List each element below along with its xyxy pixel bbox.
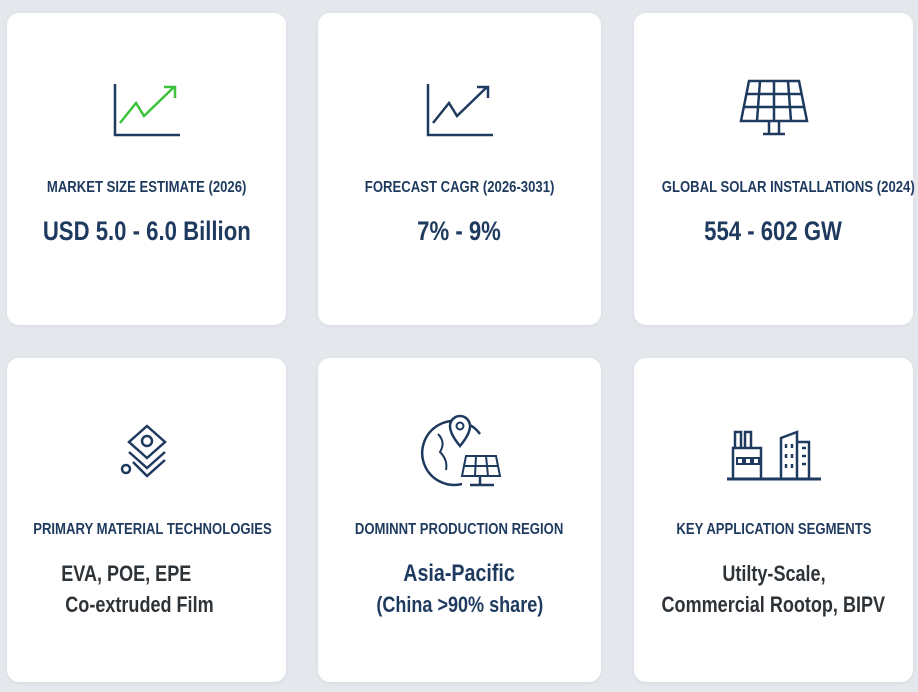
card-value-line-1: Utilty-Scale, (721, 561, 826, 586)
forecast-cagr-card: FORECAST CAGR (2026-3031) 7% - 9% (318, 13, 601, 325)
layers-icon (120, 424, 167, 478)
card-value: 7% - 9% (417, 216, 502, 246)
card-title: KEY APPLICATION SEGMENTS (675, 521, 872, 538)
production-region-card: DOMINNT PRODUCTION REGION Asia-Pacific (… (318, 358, 601, 682)
trend-chart-green-icon (113, 84, 180, 137)
card-value: USD 5.0 - 6.0 Billion (42, 216, 251, 246)
factory-building-icon (726, 430, 821, 481)
card-title: MARKET SIZE ESTIMATE (2026) (46, 179, 247, 196)
application-segments-card: KEY APPLICATION SEGMENTS Utilty-Scale, C… (634, 358, 913, 682)
card-value: 554 - 602 GW (704, 216, 843, 246)
card-value-line-1: EVA, POE, EPE (61, 561, 192, 586)
card-title: DOMINNT PRODUCTION REGION (355, 521, 564, 538)
globe-location-solar-icon (420, 414, 501, 487)
card-value-line-2: Co-extruded Film (65, 592, 214, 617)
card-title: PRIMARY MATERIAL TECHNOLOGIES (33, 521, 272, 538)
card-value-line-2: (China >90% share) (376, 592, 543, 617)
trend-chart-icon (426, 84, 493, 137)
material-technologies-card: PRIMARY MATERIAL TECHNOLOGIES EVA, POE, … (7, 358, 286, 682)
card-title: FORECAST CAGR (2026-3031) (364, 179, 555, 196)
solar-installations-card: GLOBAL SOLAR INSTALLATIONS (2024) 554 - … (634, 13, 915, 325)
solar-panel-icon (738, 79, 809, 136)
card-value-line-2: Commercial Rootop, BIPV (661, 592, 886, 617)
card-title: GLOBAL SOLAR INSTALLATIONS (2024) (661, 179, 915, 196)
market-size-card: MARKET SIZE ESTIMATE (2026) USD 5.0 - 6.… (7, 13, 286, 325)
card-value-line-1: Asia-Pacific (403, 560, 516, 587)
